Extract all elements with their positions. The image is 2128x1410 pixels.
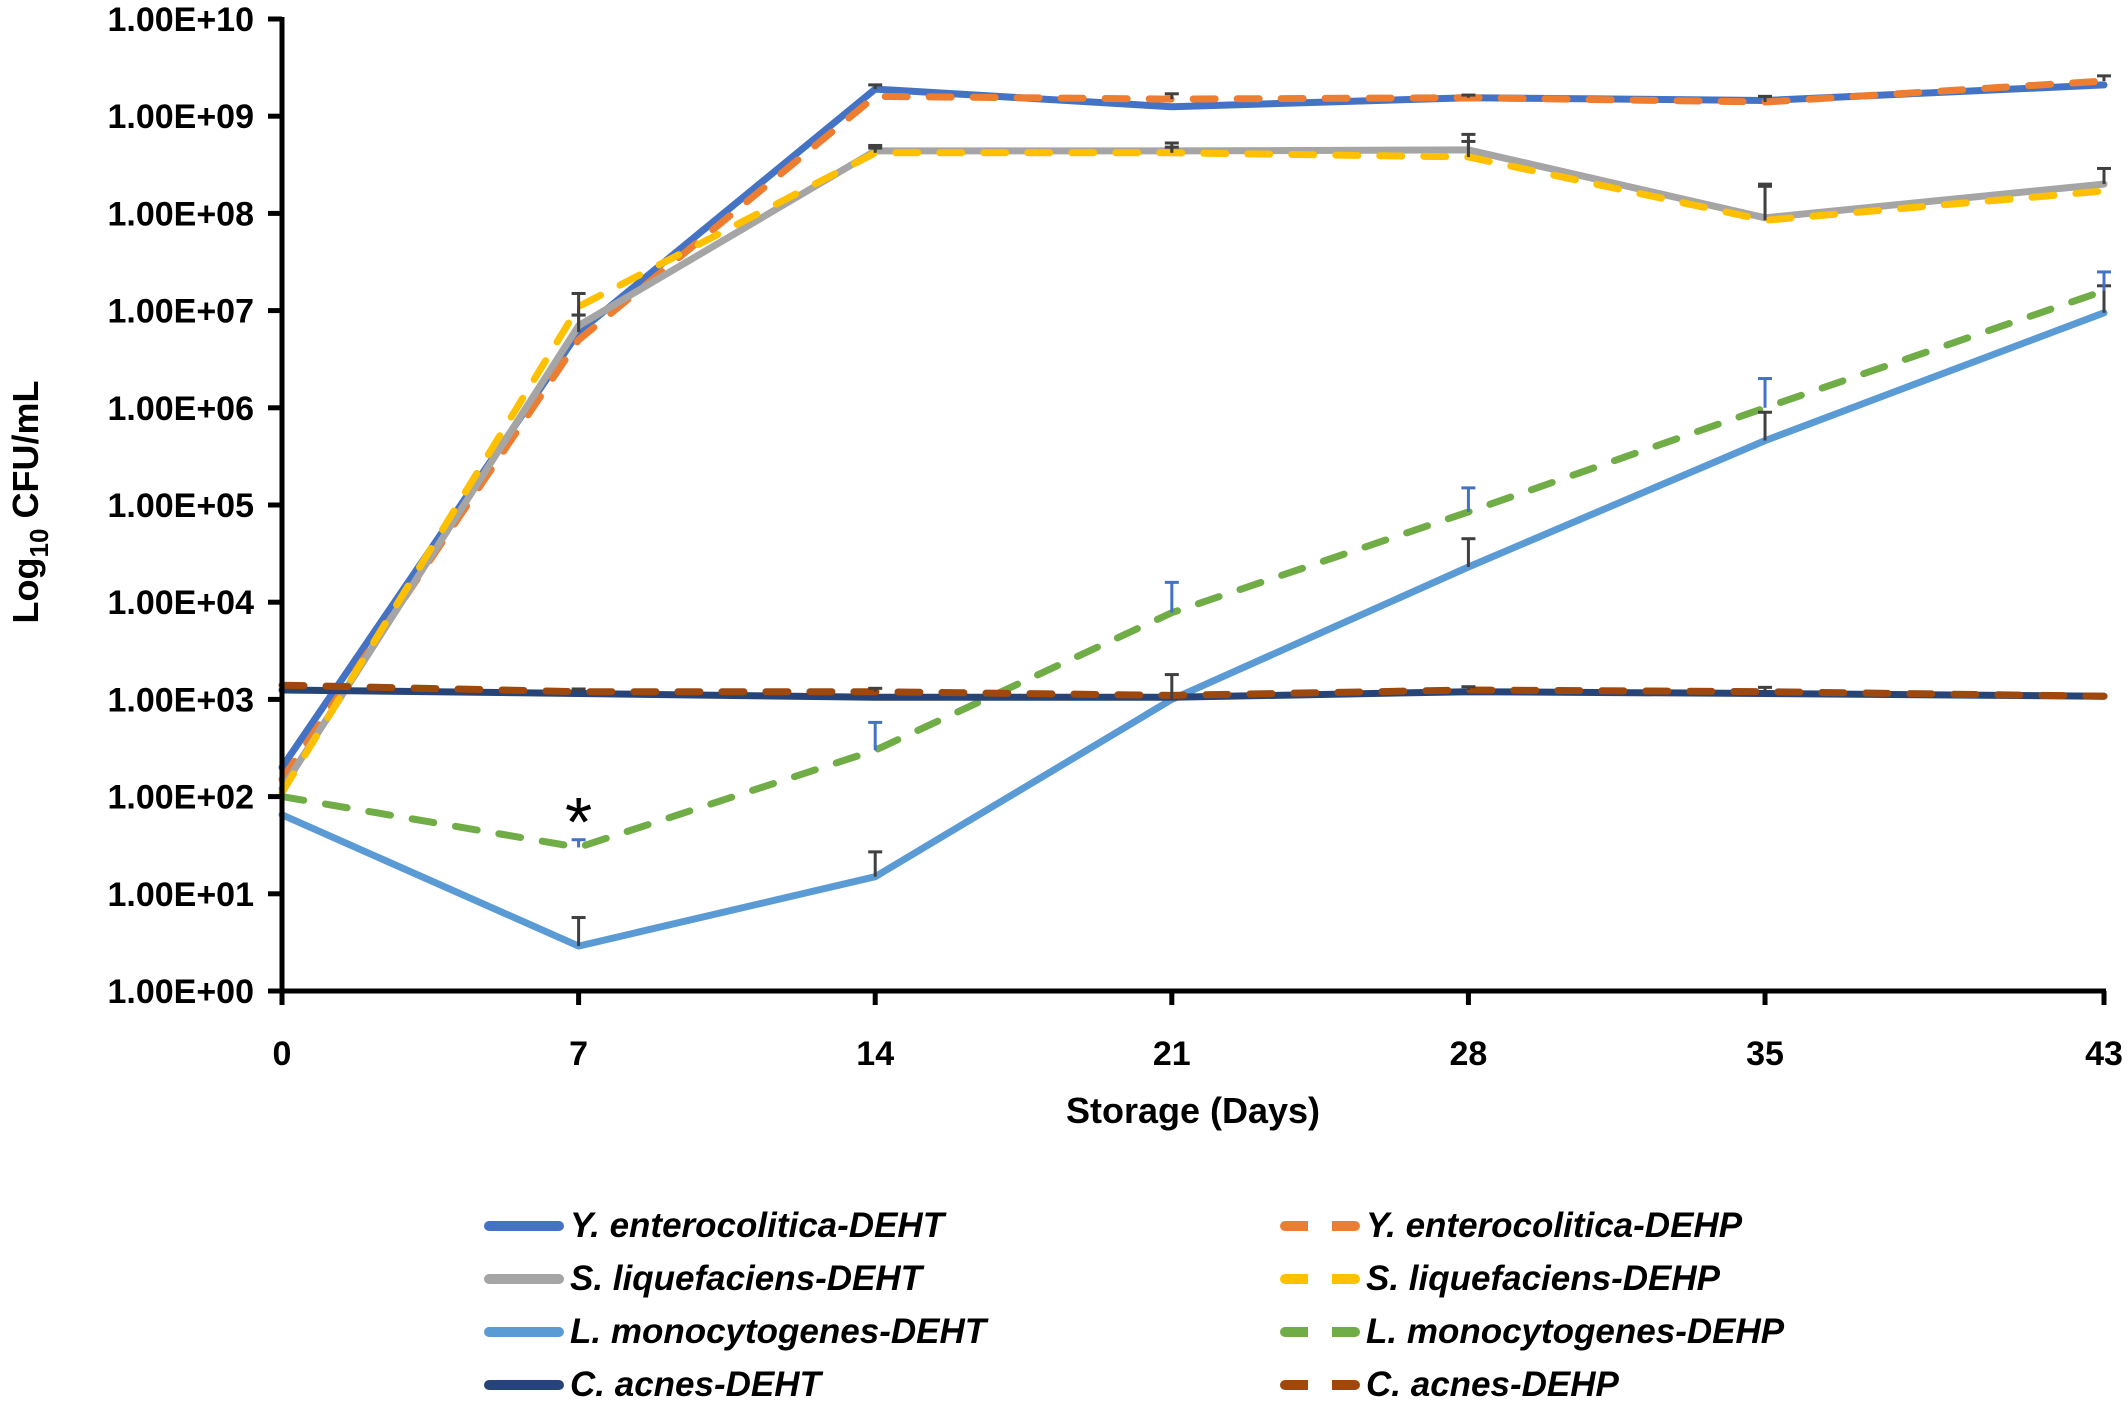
legend-item: S. liquefaciens-DEHP	[1280, 1254, 1720, 1304]
y-tick-label: 1.00E+09	[107, 98, 254, 136]
error-bar	[1758, 377, 1773, 408]
y-tick-label: 1.00E+06	[107, 390, 254, 428]
legend-line-swatch-icon	[1280, 1221, 1360, 1231]
error-bar	[571, 838, 586, 848]
y-tick-label: 1.00E+04	[107, 584, 254, 622]
y-tick-label: 1.00E+01	[107, 876, 254, 914]
legend-line-swatch-icon	[1280, 1380, 1360, 1390]
x-tick-label: 7	[569, 1035, 588, 1073]
x-ticks: 0 7 14 21 28 35 43	[273, 991, 2123, 1073]
legend-line-swatch-icon	[484, 1221, 564, 1231]
legend-label: C. acnes-DEHP	[1366, 1365, 1619, 1404]
x-tick-label: 35	[1746, 1035, 1784, 1073]
error-bar	[2097, 270, 2111, 291]
series-line-y-enterocolitica-deht	[278, 81, 2108, 771]
error-bar	[868, 83, 883, 90]
error-bar	[1164, 92, 1179, 100]
x-tick-label: 14	[856, 1035, 894, 1073]
error-bar	[868, 720, 883, 751]
error-bar	[571, 687, 586, 692]
legend-label: S. liquefaciens-DEHT	[570, 1259, 923, 1298]
legend-label: C. acnes-DEHT	[570, 1365, 821, 1404]
y-tick-label: 1.00E+00	[107, 973, 254, 1011]
y-ticks: 1.00E+00 1.00E+01 1.00E+02 1.00E+03 1.00E+04…	[107, 1, 282, 1011]
error-bar	[1164, 145, 1179, 153]
y-axis-title-subscript: 10	[24, 529, 54, 558]
error-bar	[1461, 93, 1476, 98]
error-bar	[571, 306, 586, 317]
error-bar	[1164, 673, 1179, 700]
legend-item: Y. enterocolitica-DEHT	[484, 1201, 944, 1251]
legend-item: C. acnes-DEHT	[484, 1360, 821, 1410]
y-tick-label: 1.00E+02	[107, 779, 254, 817]
series-layer	[278, 77, 2108, 950]
y-tick-label: 1.00E+10	[107, 1, 254, 39]
y-tick-label: 1.00E+08	[107, 195, 254, 233]
legend-line-swatch-icon	[1280, 1274, 1360, 1284]
series-line-y-enterocolitica-dehp	[278, 77, 2108, 783]
legend-item: L. monocytogenes-DEHT	[484, 1307, 986, 1357]
legend-item: L. monocytogenes-DEHP	[1280, 1307, 1784, 1357]
error-bar	[1461, 486, 1476, 512]
series-line-l-monocytogenes-deht	[278, 309, 2108, 950]
legend-item: S. liquefaciens-DEHT	[484, 1254, 922, 1304]
error-bar	[571, 916, 586, 947]
x-tick-label: 43	[2085, 1035, 2123, 1073]
legend-line-swatch-icon	[484, 1327, 564, 1337]
y-tick-label: 1.00E+05	[107, 487, 254, 525]
error-bar	[2097, 74, 2111, 82]
x-tick-label: 21	[1153, 1035, 1191, 1073]
error-bar	[868, 850, 883, 877]
significance-asterisk: *	[565, 783, 592, 861]
error-bar	[1758, 410, 1773, 441]
legend-label: L. monocytogenes-DEHP	[1366, 1312, 1785, 1351]
series-line-l-monocytogenes-dehp	[278, 287, 2108, 851]
x-axis-title: Storage (Days)	[1066, 1090, 1320, 1131]
errorbar-layer	[571, 74, 2111, 947]
error-bar	[1758, 182, 1773, 221]
legend-line-swatch-icon	[484, 1274, 564, 1284]
y-tick-label: 1.00E+07	[107, 293, 254, 331]
error-bar	[1164, 580, 1179, 613]
legend-label: Y. enterocolitica-DEHP	[1366, 1206, 1743, 1245]
legend-line-swatch-icon	[484, 1380, 564, 1390]
y-axis-title: Log10 CFU/mL	[5, 381, 54, 624]
legend-label: L. monocytogenes-DEHT	[570, 1312, 987, 1351]
legend-label: S. liquefaciens-DEHP	[1366, 1259, 1720, 1298]
legend-label: Y. enterocolitica-DEHT	[570, 1206, 945, 1245]
y-axis-title-rest: CFU/mL	[5, 381, 46, 529]
error-bar	[1461, 537, 1476, 568]
y-tick-label: 1.00E+03	[107, 681, 254, 719]
legend-item: Y. enterocolitica-DEHP	[1280, 1201, 1742, 1251]
axes-layer	[268, 17, 2106, 1005]
error-bar	[1461, 139, 1476, 158]
error-bar	[1758, 94, 1773, 102]
error-bar	[1461, 685, 1476, 690]
legend-item: C. acnes-DEHP	[1280, 1360, 1619, 1410]
error-bar	[868, 686, 883, 692]
error-bar	[1758, 685, 1773, 692]
x-tick-label: 0	[273, 1035, 292, 1073]
error-bar	[868, 146, 883, 153]
y-axis-title-main: Log	[5, 557, 46, 623]
x-tick-label: 28	[1450, 1035, 1488, 1073]
legend-line-swatch-icon	[1280, 1327, 1360, 1337]
error-bar	[2097, 166, 2111, 185]
